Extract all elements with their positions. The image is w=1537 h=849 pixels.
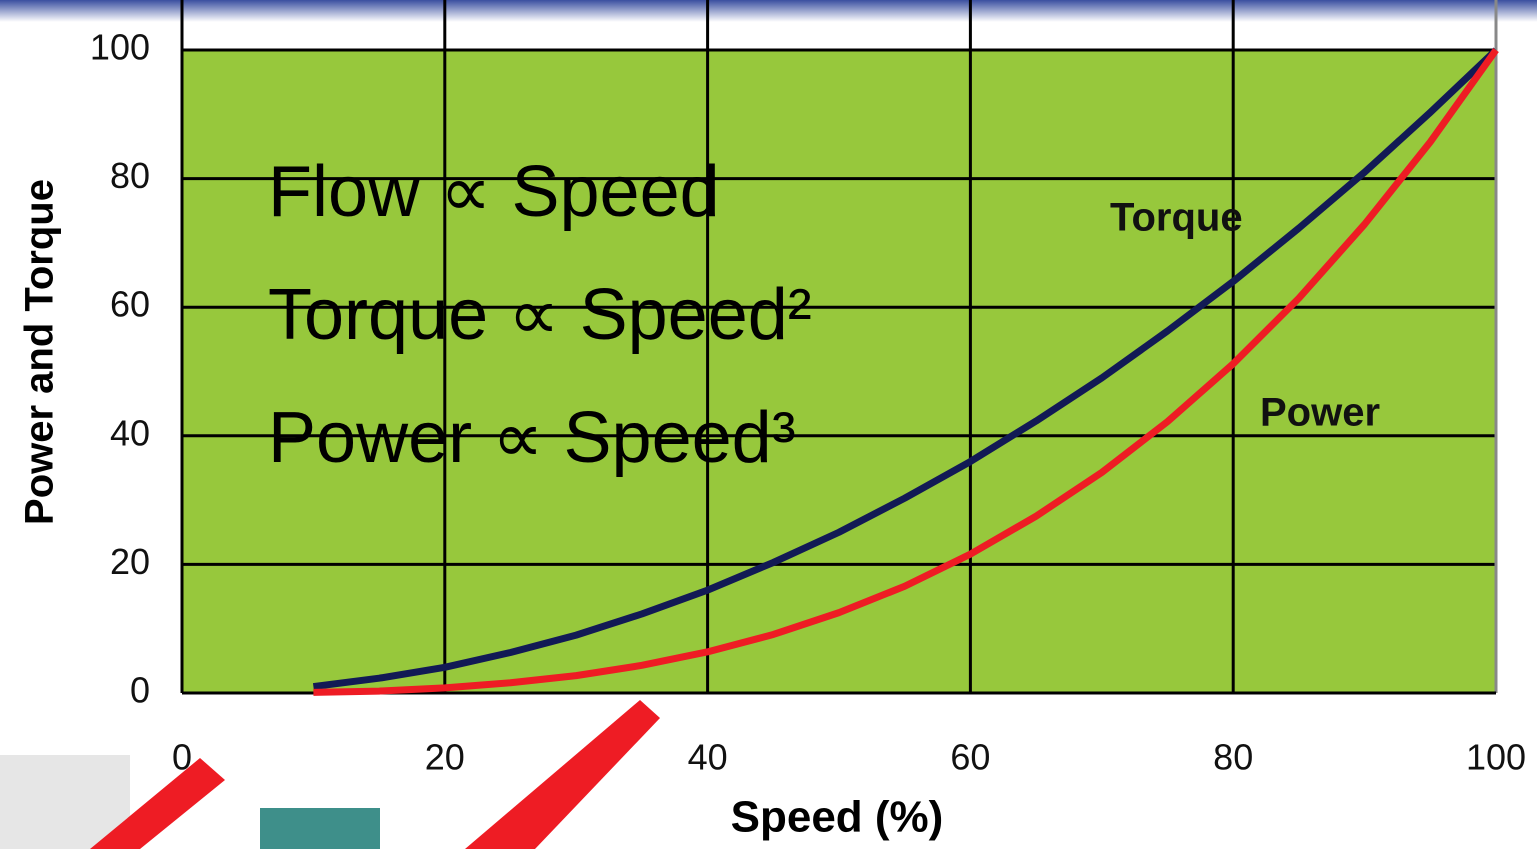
y-tick-label: 20 [110,541,150,582]
y-tick-label: 100 [90,27,150,68]
x-tick-label: 60 [950,737,990,778]
series-label: Power [1260,391,1380,435]
y-tick-label: 0 [130,670,150,711]
data-line [312,47,1499,691]
y-tick-label: 60 [110,284,150,325]
x-tick-label: 20 [425,737,465,778]
x-tick-label: 80 [1213,737,1253,778]
annotation: Torque ∝ Speed² [268,275,812,355]
y-axis-label: Power and Torque [18,179,62,525]
decorative-swoosh [465,700,660,849]
slide-header-bar [0,0,1537,22]
plot-area: 0 20 40 60 80 100 0 20 40 60 80 100 Torque Power [90,0,1526,778]
decorative-swoosh [90,758,225,849]
plot-background [182,50,1496,693]
annotation: Flow ∝ Speed [268,152,720,232]
data-line [313,47,1499,696]
annotation: Power ∝ Speed³ [268,398,796,478]
device-image [0,755,130,849]
series-label: Torque [1110,196,1243,240]
y-tick-label: 80 [110,155,150,196]
x-tick-label: 40 [688,737,728,778]
device-image [260,808,380,849]
x-tick-label: 0 [172,737,192,778]
x-tick-label: 100 [1466,737,1526,778]
x-axis-label: Speed (%) [731,793,944,842]
y-tick-label: 40 [110,412,150,453]
